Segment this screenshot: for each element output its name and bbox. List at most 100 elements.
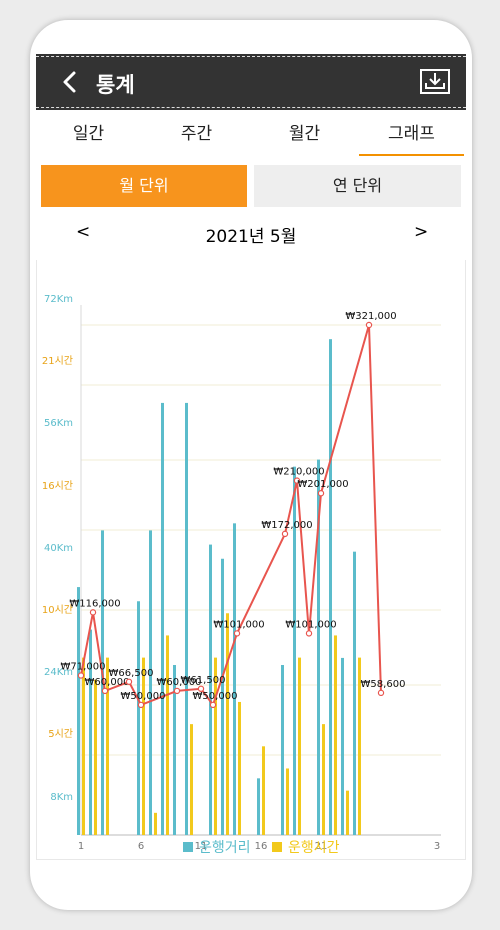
period-label: 2021년 5월	[205, 227, 297, 247]
time-bar	[346, 790, 349, 835]
y-tick-label-time: 10시간	[42, 604, 73, 616]
chart-legend: 운행거리 운행시간	[36, 835, 466, 857]
monthly-unit-button[interactable]: 월 단위	[41, 165, 247, 207]
time-bar	[286, 768, 289, 835]
chart-area: 72Km 56Km 40Km 24Km 8Km 21시간 16시간 10시간 5시간 1 6 11 16…	[36, 260, 466, 860]
distance-bar	[161, 402, 164, 835]
x-tick-label: 11	[195, 841, 208, 852]
amount-point	[377, 689, 385, 697]
app-screen: 통계 일간 주간 월간 그래프 월 단위 연 단위 2021년 5월 < >	[36, 54, 466, 876]
time-bar	[214, 657, 217, 835]
time-bar	[154, 812, 157, 835]
amount-point	[281, 530, 289, 538]
yearly-unit-button[interactable]: 연 단위	[254, 165, 461, 207]
amount-label: ₩61,500	[181, 675, 226, 686]
amount-label: ₩201,000	[297, 479, 348, 490]
distance-bar	[101, 530, 104, 835]
time-bar	[142, 657, 145, 835]
distance-bar	[173, 665, 176, 835]
legend-time: 운행시간	[272, 837, 340, 857]
x-tick-label: 6	[138, 841, 144, 852]
header-dashed-line	[36, 107, 466, 108]
amount-point	[101, 687, 109, 695]
amount-label: ₩60,000	[85, 677, 130, 688]
time-bar	[226, 613, 229, 835]
distance-bar	[185, 402, 188, 835]
distance-bar	[341, 657, 344, 835]
y-tick-label-distance: 24Km	[44, 667, 73, 678]
next-month-button[interactable]: >	[414, 222, 429, 242]
legend-label: 운행시간	[288, 840, 340, 856]
amount-label: ₩50,000	[193, 691, 238, 702]
amount-label: ₩50,000	[121, 691, 166, 702]
x-tick-label: 1	[78, 841, 84, 852]
y-tick-label-time: 21시간	[42, 355, 73, 367]
amount-point	[233, 630, 241, 637]
distance-bar	[317, 459, 320, 835]
distance-bar	[353, 551, 356, 835]
amount-label: ₩210,000	[273, 467, 324, 478]
amount-label: ₩71,000	[61, 661, 106, 672]
distance-bar	[137, 601, 140, 835]
period-navigator: 2021년 5월 < >	[36, 222, 466, 248]
distance-bar	[257, 778, 260, 835]
time-bar	[82, 657, 85, 835]
amount-point	[305, 630, 313, 637]
time-bar	[94, 679, 97, 835]
time-bar	[106, 657, 109, 835]
distance-bar	[89, 629, 92, 835]
amount-point	[365, 321, 373, 329]
page-title: 통계	[96, 73, 135, 97]
distance-bar	[149, 530, 152, 835]
amount-point	[137, 701, 145, 709]
y-tick-label-time: 16시간	[42, 480, 73, 492]
amount-point	[173, 687, 181, 695]
distance-bar	[221, 558, 224, 835]
legend-label: 운행거리	[199, 840, 251, 856]
tab-weekly[interactable]: 주간	[180, 124, 213, 144]
tab-monthly[interactable]: 월간	[288, 124, 321, 144]
distance-bar	[329, 339, 332, 835]
amount-point	[125, 678, 133, 685]
time-bar	[238, 701, 241, 835]
y-tick-label-distance: 40Km	[44, 543, 73, 554]
y-tick-label-distance: 72Km	[44, 294, 73, 305]
y-tick-label-distance: 56Km	[44, 418, 73, 429]
tab-daily[interactable]: 일간	[72, 124, 105, 144]
distance-bar	[209, 544, 212, 835]
distance-bar	[281, 665, 284, 835]
amount-label: ₩58,600	[361, 679, 406, 690]
x-tick-label: 3	[434, 841, 440, 852]
amount-label: ₩66,500	[109, 668, 154, 679]
time-bar	[166, 635, 169, 835]
prev-month-button[interactable]: <	[76, 222, 91, 242]
distance-bar	[233, 523, 236, 835]
tab-graph[interactable]: 그래프	[359, 116, 464, 156]
time-bar	[262, 746, 265, 835]
amount-point	[317, 490, 325, 497]
download-icon[interactable]	[420, 69, 450, 94]
x-tick-label: 21	[315, 841, 328, 852]
time-bar	[358, 657, 361, 835]
distance-bar	[293, 466, 296, 835]
tab-bar: 일간 주간 월간 그래프	[36, 116, 466, 156]
amount-label: ₩101,000	[285, 619, 336, 630]
time-bar	[298, 657, 301, 835]
amount-label: ₩321,000	[345, 311, 396, 322]
amount-point	[89, 609, 97, 616]
amount-label: ₩172,000	[261, 520, 312, 531]
time-bar	[190, 724, 193, 835]
time-bar	[322, 724, 325, 835]
amount-label: ₩101,000	[213, 619, 264, 630]
header-dashed-line	[36, 56, 466, 57]
legend-distance: 운행거리	[183, 837, 251, 857]
amount-point	[197, 685, 205, 692]
amount-label: ₩60,000	[157, 677, 202, 688]
time-bar	[334, 635, 337, 835]
amount-point	[77, 672, 85, 679]
phone-frame: 통계 일간 주간 월간 그래프 월 단위 연 단위 2021년 5월 < >	[30, 20, 472, 910]
legend-swatch	[183, 842, 193, 852]
amount-point	[293, 477, 301, 484]
chevron-left-icon[interactable]	[60, 70, 80, 94]
